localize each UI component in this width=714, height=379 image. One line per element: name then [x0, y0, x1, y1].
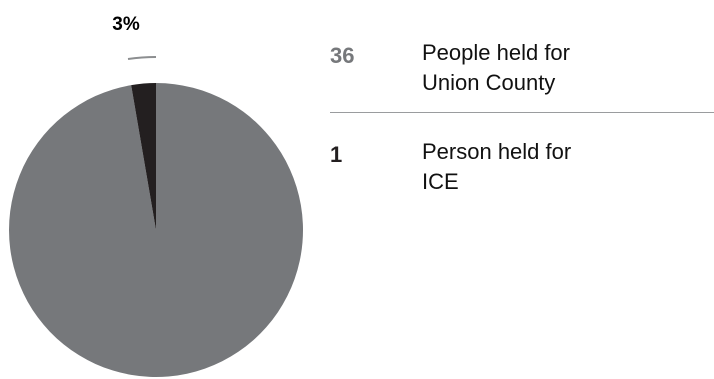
legend: 36 People held for Union County 1 Person…: [330, 38, 714, 211]
legend-label-line: People held for: [422, 40, 570, 65]
legend-value-union-county: 36: [330, 43, 355, 68]
legend-label-line: Union County: [422, 70, 556, 95]
legend-item-union-county: 36 People held for Union County: [330, 38, 714, 113]
legend-item-ice: 1 Person held for ICE: [330, 113, 714, 211]
slice-label-ice: 3%: [112, 14, 140, 35]
legend-value-ice: 1: [330, 142, 343, 167]
legend-label-line: ICE: [422, 169, 459, 194]
leader-line: [127, 56, 157, 60]
pie-slices: [9, 83, 303, 377]
legend-label-ice: Person held for ICE: [422, 137, 642, 197]
pie-chart: 3%: [9, 14, 303, 377]
pie-slice-ice: [131, 83, 156, 230]
legend-label-line: Person held for: [422, 139, 572, 164]
legend-label-union-county: People held for Union County: [422, 38, 642, 98]
